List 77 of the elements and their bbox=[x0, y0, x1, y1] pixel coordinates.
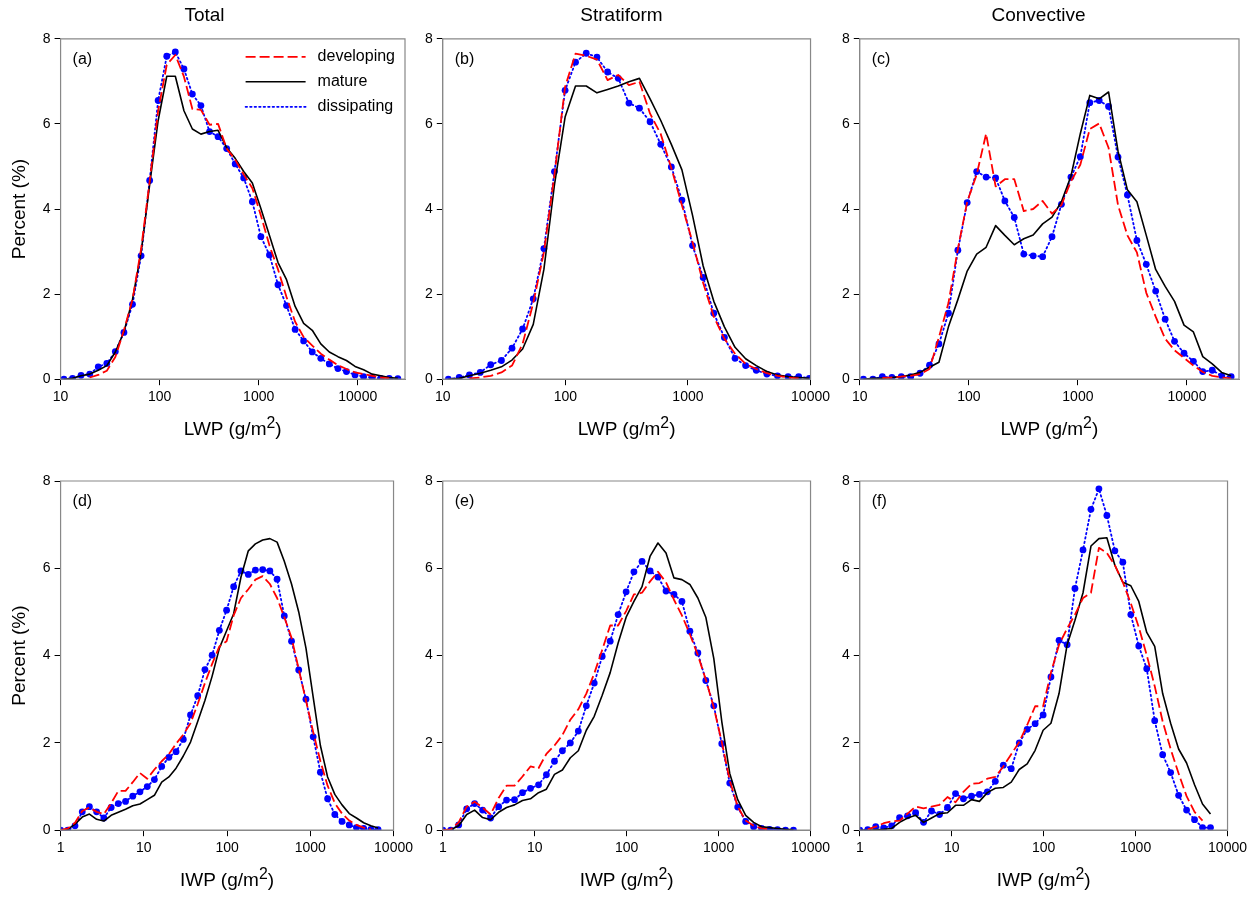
chart-title: Stratiform bbox=[580, 3, 663, 25]
x-tick-label: 10 bbox=[852, 388, 868, 405]
y-tick-label: 0 bbox=[841, 370, 850, 387]
x-tick-label: 1000 bbox=[672, 388, 704, 405]
x-tick-label: 100 bbox=[215, 839, 239, 856]
x-tick-label: 100 bbox=[1031, 839, 1056, 856]
y-tick-label: 0 bbox=[42, 821, 51, 838]
x-tick-label: 1000 bbox=[703, 839, 735, 856]
annotation: (c) bbox=[871, 50, 891, 68]
y-tick-label: 6 bbox=[841, 559, 850, 576]
x-tick-label: 10000 bbox=[791, 388, 831, 405]
x-tick-label: 100 bbox=[147, 388, 172, 405]
y-tick-label: 2 bbox=[841, 733, 850, 750]
x-tick-label: 1000 bbox=[1120, 839, 1152, 856]
x-axis-title: IWP (g/m$^{2}$) bbox=[996, 865, 1091, 892]
y-tick-label: 8 bbox=[841, 29, 850, 46]
x-axis-title: IWP (g/m$^{2}$) bbox=[180, 865, 275, 892]
x-axis-title: IWP (g/m$^{2}$) bbox=[579, 865, 674, 892]
x-tick-label: 10000 bbox=[791, 839, 831, 856]
y-tick-label: 8 bbox=[841, 471, 850, 488]
y-tick-label: 2 bbox=[424, 733, 433, 750]
legend-label: dissipating bbox=[317, 97, 394, 115]
y-tick-label: 2 bbox=[42, 284, 51, 301]
x-tick-label: 1 bbox=[438, 839, 447, 856]
y-tick-label: 0 bbox=[424, 370, 433, 387]
y-tick-label: 6 bbox=[42, 559, 51, 576]
y-tick-label: 4 bbox=[841, 646, 850, 663]
x-tick-label: 10 bbox=[435, 388, 451, 405]
x-tick-label: 10 bbox=[943, 839, 960, 856]
x-tick-label: 10000 bbox=[1167, 388, 1207, 405]
y-axis-title: Percent (%) bbox=[7, 158, 29, 260]
x-tick-label: 10 bbox=[526, 839, 543, 856]
x-tick-label: 100 bbox=[957, 388, 981, 405]
legend-label: mature bbox=[317, 72, 368, 90]
x-tick-label: 1 bbox=[56, 839, 65, 856]
x-axis-title: LWP (g/m$^{2}$) bbox=[183, 414, 282, 441]
x-tick-label: 100 bbox=[614, 839, 639, 856]
chart-title: Total bbox=[184, 3, 225, 25]
y-tick-label: 8 bbox=[42, 471, 51, 488]
y-tick-label: 8 bbox=[424, 29, 433, 46]
y-tick-label: 8 bbox=[42, 29, 51, 46]
y-tick-label: 2 bbox=[424, 284, 433, 301]
y-tick-label: 4 bbox=[42, 199, 51, 216]
legend-label: developing bbox=[317, 47, 396, 65]
x-tick-label: 100 bbox=[553, 388, 578, 405]
x-tick-label: 10000 bbox=[374, 839, 414, 856]
y-tick-label: 8 bbox=[424, 471, 433, 488]
x-tick-label: 10 bbox=[52, 388, 69, 405]
annotation: (a) bbox=[72, 50, 93, 68]
annotation: (b) bbox=[454, 50, 475, 68]
x-axis-title: LWP (g/m$^{2}$) bbox=[577, 414, 676, 441]
annotation: (d) bbox=[72, 492, 93, 510]
y-tick-label: 4 bbox=[841, 199, 850, 216]
x-tick-label: 1 bbox=[855, 839, 864, 856]
x-tick-label: 1000 bbox=[1062, 388, 1094, 405]
x-tick-label: 10 bbox=[136, 839, 152, 856]
y-tick-label: 0 bbox=[841, 821, 850, 838]
annotation: (f) bbox=[871, 492, 887, 510]
y-tick-label: 4 bbox=[42, 646, 51, 663]
y-tick-label: 6 bbox=[841, 114, 850, 131]
x-tick-label: 10000 bbox=[338, 388, 378, 405]
y-tick-label: 6 bbox=[424, 114, 433, 131]
y-tick-label: 4 bbox=[424, 199, 433, 216]
y-tick-label: 0 bbox=[42, 370, 51, 387]
x-tick-label: 1000 bbox=[294, 839, 327, 856]
chart-title: Convective bbox=[991, 3, 1086, 25]
x-tick-label: 10000 bbox=[1208, 839, 1248, 856]
y-tick-label: 6 bbox=[42, 114, 51, 131]
y-tick-label: 6 bbox=[424, 559, 433, 576]
x-tick-label: 1000 bbox=[243, 388, 275, 405]
annotation: (e) bbox=[454, 492, 475, 510]
y-tick-label: 4 bbox=[424, 646, 433, 663]
y-tick-label: 2 bbox=[42, 733, 51, 750]
y-tick-label: 2 bbox=[841, 284, 850, 301]
y-axis-title: Percent (%) bbox=[7, 605, 29, 706]
x-axis-title: LWP (g/m$^{2}$) bbox=[1000, 414, 1099, 441]
y-tick-label: 0 bbox=[424, 821, 433, 838]
